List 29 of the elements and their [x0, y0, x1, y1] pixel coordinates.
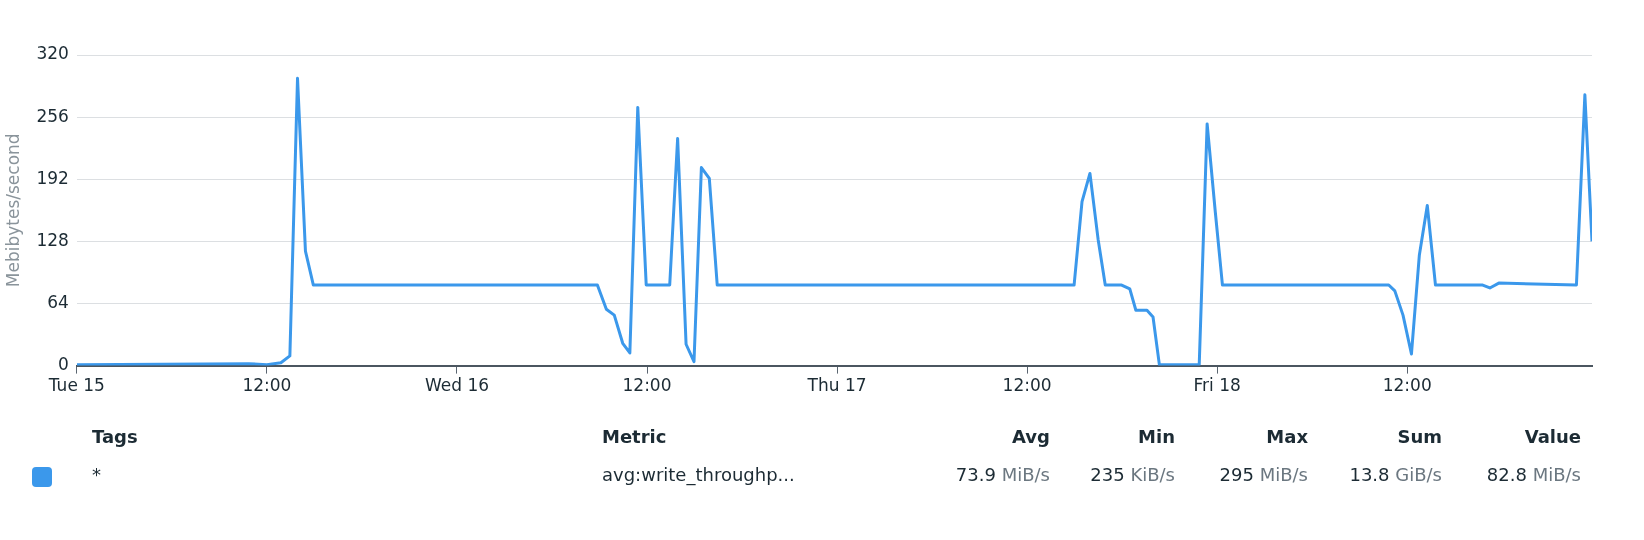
text: Sum [1397, 426, 1442, 447]
text: Max [1266, 426, 1308, 447]
text: Avg [1012, 426, 1050, 447]
x-tick-label: Fri 18 [1193, 375, 1241, 396]
legend-label: * [92, 464, 101, 485]
y-tick-label: 192 [36, 167, 69, 188]
y-axis-title: Mebibytes/second [2, 133, 23, 288]
text: 295 MiB/s [1219, 464, 1308, 485]
text: 13.8 GiB/s [1349, 464, 1442, 485]
text: 73.9 MiB/s [955, 464, 1050, 485]
x-tick-label: Wed 16 [424, 375, 490, 396]
y-tick-label: 320 [36, 43, 69, 64]
text: 235 KiB/s [1090, 464, 1175, 485]
text: Metric [602, 426, 667, 447]
x-tick-label: 12:00 [242, 375, 292, 396]
text: Tags [92, 426, 138, 447]
text: avg:write_throughp... [602, 464, 795, 485]
text: Value [1524, 426, 1581, 447]
x-tick-label: 12:00 [622, 375, 672, 396]
y-tick-label: 64 [47, 291, 69, 312]
x-tick-label: Thu 17 [806, 375, 867, 396]
text: 82.8 MiB/s [1486, 464, 1581, 485]
x-tick-label: 12:00 [1002, 375, 1052, 396]
y-tick-label: 0 [58, 354, 69, 375]
x-tick-label: 12:00 [1382, 375, 1432, 396]
text: Min [1138, 426, 1175, 447]
x-tick-label: Tue 15 [47, 375, 105, 396]
y-tick-label: 128 [36, 229, 69, 250]
y-tick-label: 256 [36, 105, 69, 126]
